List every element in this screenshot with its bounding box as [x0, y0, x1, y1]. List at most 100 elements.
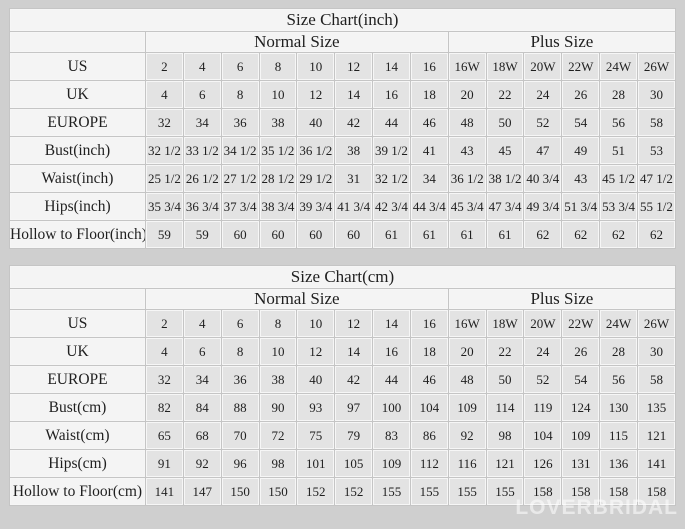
size-cell: 18W	[485, 309, 525, 338]
size-cell: 12	[296, 337, 336, 366]
size-cell: 155	[447, 477, 487, 506]
size-cell: 50	[485, 365, 525, 394]
table-row: Hollow to Floor(cm) 141 147 150 150 152 152 155…	[9, 477, 677, 506]
size-cell: 60	[220, 220, 260, 249]
size-cell: 68	[182, 421, 222, 450]
chart-title: Size Chart(inch)	[9, 8, 676, 32]
size-cell: 32	[145, 108, 184, 137]
size-cell: 92	[447, 421, 487, 450]
row-label: US	[9, 309, 146, 338]
size-cell: 115	[599, 421, 638, 450]
size-cell: 52	[523, 365, 563, 394]
size-cell: 55 1/2	[636, 192, 677, 221]
size-cell: 58	[636, 108, 677, 137]
size-cell: 44	[372, 365, 411, 394]
size-cell: 28	[599, 80, 638, 109]
size-cell: 16	[372, 337, 411, 366]
corner-cell	[9, 31, 146, 53]
size-cell: 141	[636, 449, 677, 478]
size-cell: 22	[485, 80, 525, 109]
size-cell: 20W	[523, 52, 563, 81]
size-cell: 62	[599, 220, 638, 249]
size-cell: 75	[296, 421, 336, 450]
size-cell: 28 1/2	[258, 164, 298, 193]
size-cell: 41	[409, 136, 449, 165]
size-cell: 155	[372, 477, 411, 506]
row-label: EUROPE	[9, 108, 146, 137]
size-cell: 42	[334, 108, 374, 137]
size-cell: 98	[258, 449, 298, 478]
size-cell: 16	[409, 309, 449, 338]
row-label: Hollow to Floor(inch)	[9, 220, 146, 249]
size-cell: 152	[334, 477, 374, 506]
column-group-header: Plus Size	[447, 288, 677, 310]
size-cell: 45 1/2	[599, 164, 638, 193]
size-cell: 25 1/2	[145, 164, 184, 193]
table-row: Waist(cm) 65 68 70 72 75 79 83 86 92 98 104 109 115 12…	[9, 421, 677, 450]
size-cell: 90	[258, 393, 298, 422]
size-cell: 18W	[485, 52, 525, 81]
size-cell: 46	[409, 108, 449, 137]
size-cell: 51 3/4	[561, 192, 601, 221]
size-table-cm: Size Chart(cm) Normal Size Plus Size US 2 4 6 8…	[9, 265, 677, 506]
size-cell: 30	[636, 80, 677, 109]
size-cell: 30	[636, 337, 677, 366]
row-label: Bust(cm)	[9, 393, 146, 422]
size-table-inch: Size Chart(inch) Normal Size Plus Size US 2 4…	[9, 8, 677, 249]
size-cell: 97	[334, 393, 374, 422]
size-cell: 96	[220, 449, 260, 478]
table-row: UK 4 6 8 10 12 14 16 18 20 22 24 26 28 30	[9, 337, 677, 366]
size-cell: 72	[258, 421, 298, 450]
size-cell: 14	[334, 337, 374, 366]
size-cell: 38	[258, 108, 298, 137]
size-cell: 4	[145, 337, 184, 366]
size-cell: 22W	[561, 52, 601, 81]
size-cell: 6	[220, 309, 260, 338]
size-cell: 38 3/4	[258, 192, 298, 221]
size-cell: 32 1/2	[372, 164, 411, 193]
size-cell: 61	[372, 220, 411, 249]
chart-title-row: Size Chart(inch)	[9, 8, 676, 32]
size-cell: 40	[296, 108, 336, 137]
size-cell: 47 3/4	[485, 192, 525, 221]
size-cell: 36	[220, 365, 260, 394]
size-cell: 112	[409, 449, 449, 478]
size-cell: 16	[372, 80, 411, 109]
size-cell: 24W	[599, 309, 638, 338]
size-cell: 8	[258, 52, 298, 81]
chart-title-row: Size Chart(cm)	[9, 265, 676, 289]
size-cell: 150	[258, 477, 298, 506]
size-cell: 12	[334, 309, 374, 338]
size-cell: 22W	[561, 309, 601, 338]
size-cell: 2	[145, 309, 184, 338]
row-label: EUROPE	[9, 365, 146, 394]
size-cell: 34	[182, 108, 222, 137]
size-cell: 38	[334, 136, 374, 165]
size-cell: 60	[296, 220, 336, 249]
size-cell: 41 3/4	[334, 192, 374, 221]
size-cell: 82	[145, 393, 184, 422]
size-cell: 36 1/2	[447, 164, 487, 193]
size-cell: 32 1/2	[145, 136, 184, 165]
size-cell: 12	[296, 80, 336, 109]
size-cell: 26W	[636, 52, 677, 81]
size-cell: 116	[447, 449, 487, 478]
size-cell: 88	[220, 393, 260, 422]
size-cell: 50	[485, 108, 525, 137]
size-cell: 83	[372, 421, 411, 450]
size-cell: 45	[485, 136, 525, 165]
column-group-header: Plus Size	[447, 31, 677, 53]
size-cell: 14	[334, 80, 374, 109]
row-label: Waist(cm)	[9, 421, 146, 450]
size-cell: 119	[523, 393, 563, 422]
size-cell: 126	[523, 449, 563, 478]
table-row: US 2 4 6 8 10 12 14 16 16W 18W 20W 22W 24W 26W	[9, 52, 677, 81]
size-cell: 10	[258, 80, 298, 109]
size-cell: 18	[409, 337, 449, 366]
size-cell: 14	[372, 52, 411, 81]
size-cell: 62	[523, 220, 563, 249]
size-cell: 4	[182, 309, 222, 338]
size-cell: 39 3/4	[296, 192, 336, 221]
size-cell: 158	[636, 477, 677, 506]
